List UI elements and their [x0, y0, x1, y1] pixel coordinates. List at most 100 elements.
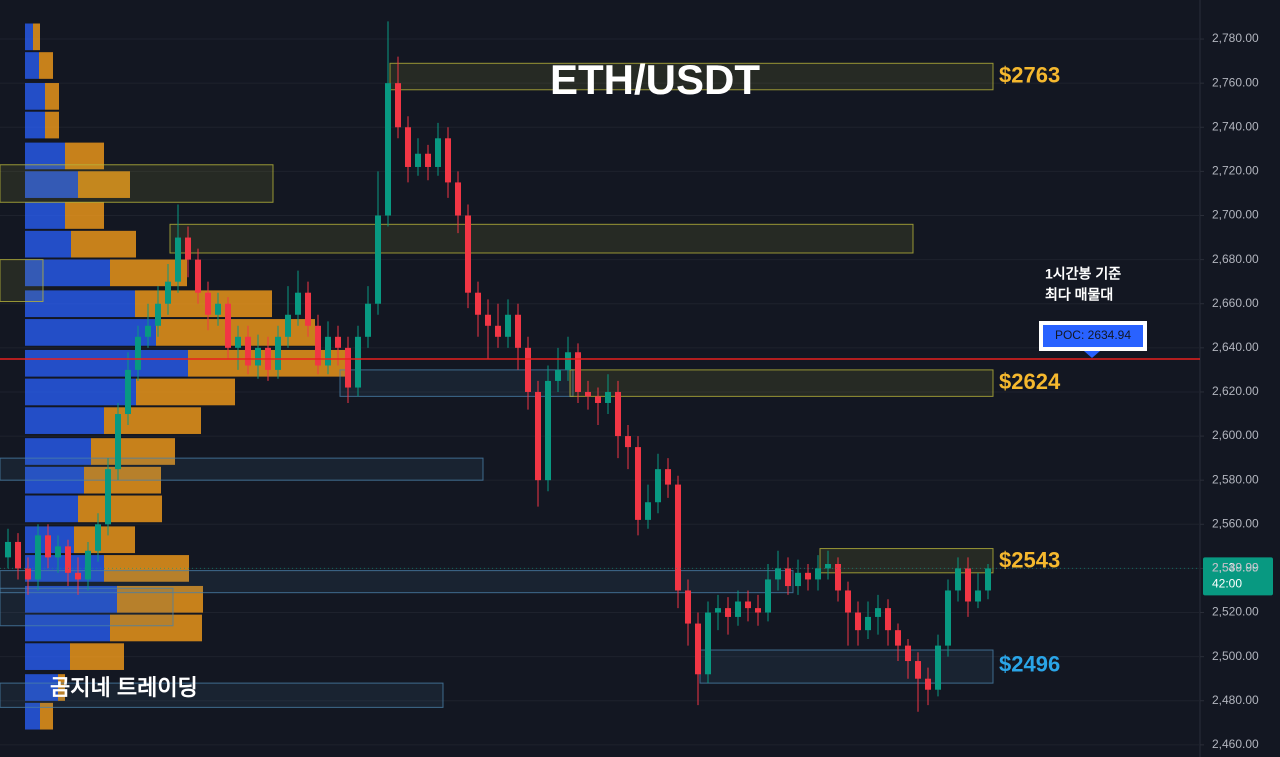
candle-body [75, 572, 81, 580]
candle-body [645, 502, 651, 520]
candle-body [435, 138, 441, 167]
profile-sell [40, 702, 53, 730]
candle-body [795, 572, 801, 587]
zone [169, 223, 914, 254]
candle-body [85, 550, 91, 580]
overlay: POC: 2634.94 $2763 $2624 $2543 $2496 2,539.99… [0, 62, 1273, 676]
candle-body [585, 391, 591, 397]
profile-sell [104, 555, 189, 582]
candle-body [335, 336, 341, 348]
candle-body [735, 601, 741, 617]
candle-body [915, 661, 921, 679]
candle-body [395, 83, 401, 128]
candle-body [125, 369, 131, 415]
profile-sell [78, 171, 130, 198]
profile-buy [25, 111, 45, 139]
candle-body [785, 568, 791, 587]
zones [0, 62, 994, 708]
profile-buy [25, 349, 188, 377]
candle-body [275, 336, 281, 370]
candle-body [765, 579, 771, 613]
candle-body [145, 325, 151, 337]
profile-sell [39, 52, 53, 79]
candle-body [875, 608, 881, 617]
y-tick-label: 2,760.00 [1212, 75, 1259, 89]
profile-sell [58, 674, 65, 701]
candle-body [65, 546, 71, 573]
profile-sell [110, 614, 202, 642]
candle-body [195, 259, 201, 293]
candle-body [495, 325, 501, 337]
candle-body [555, 369, 561, 381]
candle-body [535, 391, 541, 481]
candle-body [675, 484, 681, 591]
candle-body [475, 292, 481, 315]
candle-body [625, 436, 631, 448]
candle-body [175, 237, 181, 282]
profile-buy [25, 259, 110, 287]
profile-sell [74, 526, 135, 554]
y-tick-label: 2,460.00 [1212, 737, 1259, 751]
y-tick-label: 2,520.00 [1212, 605, 1259, 619]
candle-body [655, 469, 661, 503]
candle-body [225, 303, 231, 348]
watermark: 곰지네 트레이딩 [50, 675, 198, 700]
y-tick-label: 2,720.00 [1212, 164, 1259, 178]
profile-buy [25, 171, 78, 198]
candle-body [375, 215, 381, 304]
candle-body [35, 535, 41, 580]
candle-body [855, 612, 861, 631]
profile-sell [136, 378, 235, 406]
candle-body [805, 572, 811, 580]
candle-body [55, 546, 61, 558]
y-tick-label: 2,600.00 [1212, 428, 1259, 442]
candle-body [355, 336, 361, 388]
candle-body [25, 568, 31, 580]
candle-body [15, 541, 21, 569]
poc-box [1043, 325, 1143, 348]
candle-body [985, 568, 991, 591]
candle-body [325, 336, 331, 366]
price-label: $2543 [999, 548, 1060, 573]
poc-pointer [1084, 351, 1100, 359]
profile-sell [71, 230, 136, 258]
candle-body [405, 127, 411, 167]
y-tick-label: 2,560.00 [1212, 516, 1259, 530]
price-label: $2763 [999, 62, 1060, 87]
candles [5, 21, 991, 712]
candle-body [725, 608, 731, 617]
y-tick-label: 2,700.00 [1212, 208, 1259, 222]
price-label: $2496 [999, 651, 1060, 676]
candle-body [755, 608, 761, 613]
candle-body [835, 564, 841, 591]
zone [339, 369, 574, 397]
profile-buy [25, 407, 104, 434]
candle-body [315, 325, 321, 366]
candle-body [605, 391, 611, 403]
profile-sell [91, 438, 175, 465]
candle-body [745, 601, 751, 609]
candle-body [185, 237, 191, 260]
zone [699, 649, 994, 684]
candle-body [235, 336, 241, 348]
profile-buy [25, 378, 136, 406]
y-tick-label: 2,780.00 [1212, 31, 1259, 45]
candle-body [165, 281, 171, 304]
candle-body [845, 590, 851, 613]
price-label: $2624 [999, 369, 1061, 394]
candle-body [255, 347, 261, 366]
candle-body [935, 645, 941, 690]
candle-body [635, 447, 641, 520]
profile-buy [25, 438, 91, 465]
chart-title: ETH/USDT [550, 56, 760, 103]
candle-body [695, 623, 701, 675]
profile-sell [45, 111, 59, 139]
y-tick-label: 2,620.00 [1212, 384, 1259, 398]
candle-body [685, 590, 691, 624]
profile-buy [25, 83, 45, 110]
candle-body [365, 303, 371, 337]
candle-body [465, 215, 471, 293]
candle-body [215, 303, 221, 315]
